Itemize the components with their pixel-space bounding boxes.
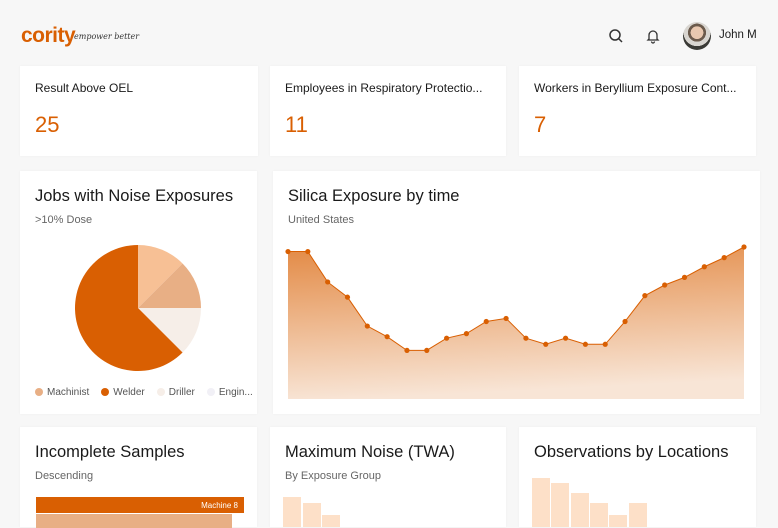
silica-card: Silica Exposure by time United States (273, 171, 760, 414)
user-name[interactable]: John M (719, 29, 757, 41)
pie-slice[interactable] (138, 263, 201, 308)
legend-item[interactable]: Driller (156, 387, 195, 398)
legend-dot (35, 388, 43, 396)
data-point[interactable] (384, 334, 390, 340)
bar[interactable] (322, 515, 340, 527)
incomplete-samples-card: Incomplete Samples Descending Machine 8 (20, 427, 257, 528)
pie-slice[interactable] (75, 245, 183, 371)
bar[interactable] (570, 492, 589, 527)
card-subtitle: >10% Dose (35, 214, 93, 226)
card-title: Jobs with Noise Exposures (35, 187, 234, 205)
card-title: Observations by Locations (534, 443, 729, 461)
data-point[interactable] (285, 248, 291, 255)
bell-icon[interactable] (645, 28, 661, 49)
data-point[interactable] (701, 264, 707, 270)
card-title: Maximum Noise (TWA) (285, 443, 455, 461)
data-point[interactable] (602, 341, 608, 347)
data-point[interactable] (404, 347, 410, 353)
bar[interactable] (36, 514, 232, 528)
card-title: Silica Exposure by time (288, 187, 460, 205)
cority-logo: cority (21, 24, 76, 47)
card-subtitle: Descending (35, 470, 94, 482)
kpi-value: 25 (35, 112, 60, 137)
data-point[interactable] (325, 279, 331, 285)
data-point[interactable] (642, 293, 648, 299)
data-point[interactable] (562, 335, 569, 341)
bar[interactable] (532, 478, 550, 527)
bar[interactable] (551, 482, 570, 527)
kpi-value: 7 (534, 112, 547, 137)
kpi-title: Result Above OEL (35, 81, 134, 95)
kpi-card-result-above-oel[interactable]: Result Above OEL 25 (20, 66, 258, 156)
data-point[interactable] (662, 282, 668, 288)
legend-item[interactable]: Machinist (35, 387, 89, 398)
legend-label: Engin... (218, 387, 253, 398)
card-title: Incomplete Samples (35, 443, 185, 461)
data-point[interactable] (483, 318, 489, 325)
pie-chart (75, 245, 201, 371)
legend-label: Welder (113, 387, 145, 398)
noise-exposure-card: Jobs with Noise Exposures >10% Dose Mach… (20, 171, 257, 414)
data-point[interactable] (344, 294, 351, 300)
bar-label: Machine 8 (201, 501, 238, 510)
legend-dot (101, 388, 110, 396)
kpi-value: 11 (285, 112, 308, 137)
data-point[interactable] (622, 318, 628, 325)
bar[interactable] (283, 497, 301, 527)
data-point[interactable] (444, 335, 450, 341)
legend-label: Machinist (47, 387, 90, 398)
legend-label: Driller (168, 387, 195, 398)
data-point[interactable] (305, 248, 311, 255)
data-point[interactable] (721, 255, 727, 261)
kpi-title: Workers in Beryllium Exposure Cont... (534, 81, 737, 95)
data-point[interactable] (463, 331, 470, 337)
bar[interactable] (628, 503, 647, 527)
kpi-card-beryllium[interactable]: Workers in Beryllium Exposure Cont... 7 (519, 66, 756, 156)
data-point[interactable] (582, 341, 588, 347)
data-point[interactable] (741, 244, 747, 250)
legend-dot (156, 388, 165, 396)
data-point[interactable] (364, 323, 370, 329)
area-line (288, 246, 745, 351)
bar[interactable] (589, 503, 608, 527)
pie-slice[interactable] (138, 308, 201, 353)
legend-item[interactable]: Engin... (206, 387, 253, 398)
data-point[interactable] (523, 335, 529, 341)
card-subtitle: By Exposure Group (285, 470, 381, 482)
pie-slice[interactable] (138, 245, 183, 308)
bar[interactable] (609, 514, 628, 527)
max-noise-card: Maximum Noise (TWA) By Exposure Group (270, 427, 506, 527)
bar-machine-8[interactable]: Machine 8 (36, 497, 244, 513)
area-fill (288, 247, 744, 399)
data-point[interactable] (543, 341, 549, 347)
data-point[interactable] (424, 347, 430, 353)
pie-legend: Machinist Welder Driller Engin... (35, 387, 253, 398)
card-subtitle: United States (288, 214, 355, 226)
kpi-title: Employees in Respiratory Protectio... (285, 81, 483, 95)
search-icon[interactable] (608, 28, 624, 49)
bar[interactable] (302, 503, 321, 527)
logo-tagline: empower better (74, 32, 140, 41)
legend-item[interactable]: Welder (101, 387, 145, 398)
kpi-card-respiratory[interactable]: Employees in Respiratory Protectio... 11 (270, 66, 506, 156)
area-chart (285, 244, 747, 399)
observations-card: Observations by Locations (519, 427, 756, 527)
legend-dot (206, 388, 215, 396)
data-point[interactable] (681, 274, 688, 280)
data-point[interactable] (503, 315, 509, 322)
avatar[interactable] (683, 22, 711, 50)
